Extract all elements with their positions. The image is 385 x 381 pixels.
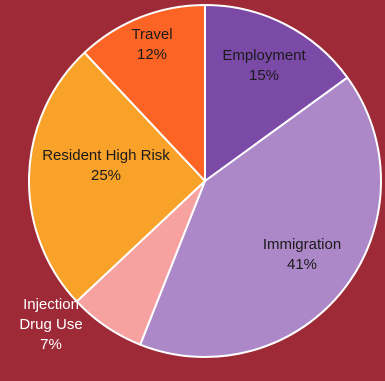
pie-category-label: Resident High Risk <box>42 147 170 164</box>
pie-category-label: Employment <box>222 47 306 64</box>
pie-label-travel: Travel 12% <box>131 26 172 63</box>
pie-label-employment: Employment 15% <box>222 47 306 84</box>
pie-value-label: 41% <box>287 256 317 273</box>
pie-category-label: Drug Use <box>19 316 82 333</box>
pie-label-resident-high-risk: Resident High Risk 25% <box>42 147 170 184</box>
pie-category-label: Injection <box>23 296 79 313</box>
pie-value-label: 25% <box>91 167 121 184</box>
pie-value-label: 7% <box>40 336 62 353</box>
pie-slice-employment <box>204 4 349 182</box>
pie-labels: Employment 15% Immigration 41% Injection Drug… <box>19 26 341 353</box>
pie-label-injection-drug-use: Injection Drug Use 7% <box>19 296 82 353</box>
pie-slices <box>28 4 382 358</box>
pie-slice-travel <box>83 4 206 182</box>
pie-slice-resident-high-risk <box>28 51 206 303</box>
pie-value-label: 15% <box>249 67 279 84</box>
pie-value-label: 12% <box>137 46 167 63</box>
pie-category-label: Immigration <box>263 236 341 253</box>
pie-label-immigration: Immigration 41% <box>263 236 341 273</box>
pie-slice-immigration <box>139 76 382 358</box>
pie-category-label: Travel <box>131 26 172 43</box>
